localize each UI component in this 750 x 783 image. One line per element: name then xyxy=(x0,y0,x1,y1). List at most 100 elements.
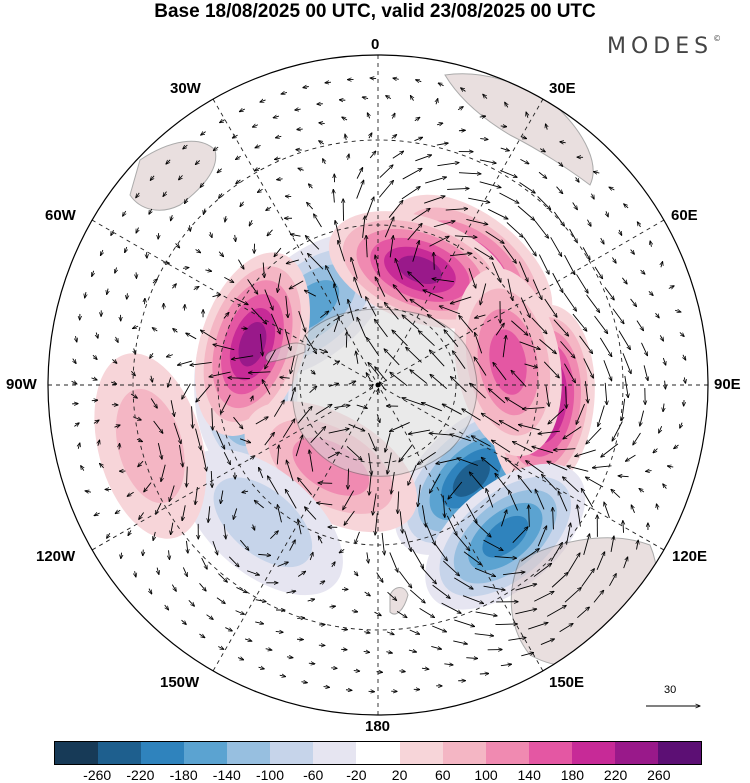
wind-vector xyxy=(356,168,363,179)
wind-vector xyxy=(593,590,604,603)
wind-vector xyxy=(539,149,545,152)
wind-vector xyxy=(560,341,574,358)
label-lon-150e: 150E xyxy=(549,674,585,691)
wind-vector xyxy=(132,416,141,420)
wind-vector xyxy=(391,135,397,139)
label-lon-60e: 60E xyxy=(671,207,698,224)
wind-vector xyxy=(407,223,422,241)
wind-vector xyxy=(75,336,76,342)
wind-vector xyxy=(304,334,317,354)
wind-vector xyxy=(648,290,653,295)
wind-vector xyxy=(123,210,126,216)
colorbar-segment xyxy=(614,742,658,764)
wind-vector xyxy=(351,611,358,612)
wind-vector xyxy=(315,404,332,415)
wind-vector xyxy=(609,574,616,587)
wind-vector xyxy=(625,454,636,461)
wind-vector xyxy=(327,452,339,459)
wind-vector xyxy=(218,573,227,583)
wind-vector xyxy=(469,472,484,490)
wind-vector xyxy=(432,625,446,632)
wind-vector xyxy=(135,571,136,577)
wind-vector xyxy=(679,332,684,336)
wind-vector xyxy=(188,600,195,606)
south-america-landmass xyxy=(129,140,217,211)
wind-vector xyxy=(221,490,223,504)
wind-vector xyxy=(201,132,206,135)
colorbar-segment xyxy=(657,742,701,764)
wind-vector xyxy=(499,421,519,432)
wind-vector xyxy=(447,188,469,189)
wind-vector xyxy=(408,272,425,288)
south-pole-marker xyxy=(375,382,381,388)
wind-vector xyxy=(381,532,384,555)
wind-vector xyxy=(386,652,392,653)
wind-vector xyxy=(667,466,674,467)
label-lon-0: 0 xyxy=(371,36,380,53)
wind-vector xyxy=(507,278,513,301)
wind-vector xyxy=(91,378,97,380)
label-lon-90e: 90E xyxy=(714,376,741,393)
wind-vector xyxy=(260,100,266,102)
wind-vector xyxy=(495,473,509,491)
wind-vector xyxy=(436,458,458,464)
wind-vector xyxy=(257,189,263,192)
wind-vector xyxy=(213,147,219,150)
colorbar-tick-label: -180 xyxy=(169,767,198,783)
wind-vector xyxy=(544,298,557,317)
wind-vector xyxy=(81,466,84,471)
wind-vector xyxy=(236,156,241,159)
wind-vector xyxy=(618,330,630,350)
wind-vector xyxy=(404,530,412,552)
anomaly-contour xyxy=(482,515,529,558)
wind-vector xyxy=(235,234,236,242)
wind-vector xyxy=(680,422,682,429)
wind-vector xyxy=(182,505,186,520)
wind-vector xyxy=(206,614,214,620)
wind-vector xyxy=(96,332,98,339)
wind-vector xyxy=(596,552,605,571)
wind-vector xyxy=(612,308,624,324)
wind-vector xyxy=(624,375,628,398)
wind-vector xyxy=(323,159,326,165)
wind-vector xyxy=(388,200,403,218)
wind-vector xyxy=(453,640,467,644)
anomaly-contour xyxy=(489,329,527,395)
colorbar-tick-label: -260 xyxy=(83,767,112,783)
wind-vector xyxy=(216,597,225,604)
wind-vector xyxy=(186,333,197,340)
wind-vector xyxy=(450,434,472,442)
wind-vector xyxy=(210,231,212,238)
wind-vector xyxy=(305,236,320,250)
wind-vector xyxy=(217,168,223,173)
wind-vector xyxy=(334,284,341,306)
wind-vector xyxy=(558,491,568,512)
wind-vector xyxy=(279,675,286,676)
wind-vector xyxy=(524,363,538,368)
wind-vector xyxy=(149,588,152,594)
wind-vector xyxy=(258,667,265,669)
wind-vector xyxy=(366,297,377,317)
wind-vector xyxy=(166,355,173,357)
wind-vector xyxy=(505,398,525,410)
colorbar-tick-label: 260 xyxy=(647,767,671,783)
colorbar xyxy=(54,741,702,765)
wind-vector xyxy=(353,570,358,576)
wind-vector xyxy=(431,646,441,649)
wind-vector xyxy=(365,197,374,218)
wind-vector xyxy=(328,383,339,387)
label-lon-90w: 90W xyxy=(6,376,37,393)
wind-vector xyxy=(231,355,254,360)
wind-vector xyxy=(505,458,522,473)
wind-vector xyxy=(298,310,306,332)
wind-vector xyxy=(683,354,686,360)
wind-vector xyxy=(253,524,255,531)
wind-vector xyxy=(604,502,610,518)
wind-vector xyxy=(474,357,487,376)
wind-vector xyxy=(425,177,446,184)
wind-vector xyxy=(112,359,117,363)
wind-vector xyxy=(526,461,544,474)
wind-vector xyxy=(259,333,262,356)
wind-vector xyxy=(526,112,528,118)
wind-vector xyxy=(500,126,507,127)
